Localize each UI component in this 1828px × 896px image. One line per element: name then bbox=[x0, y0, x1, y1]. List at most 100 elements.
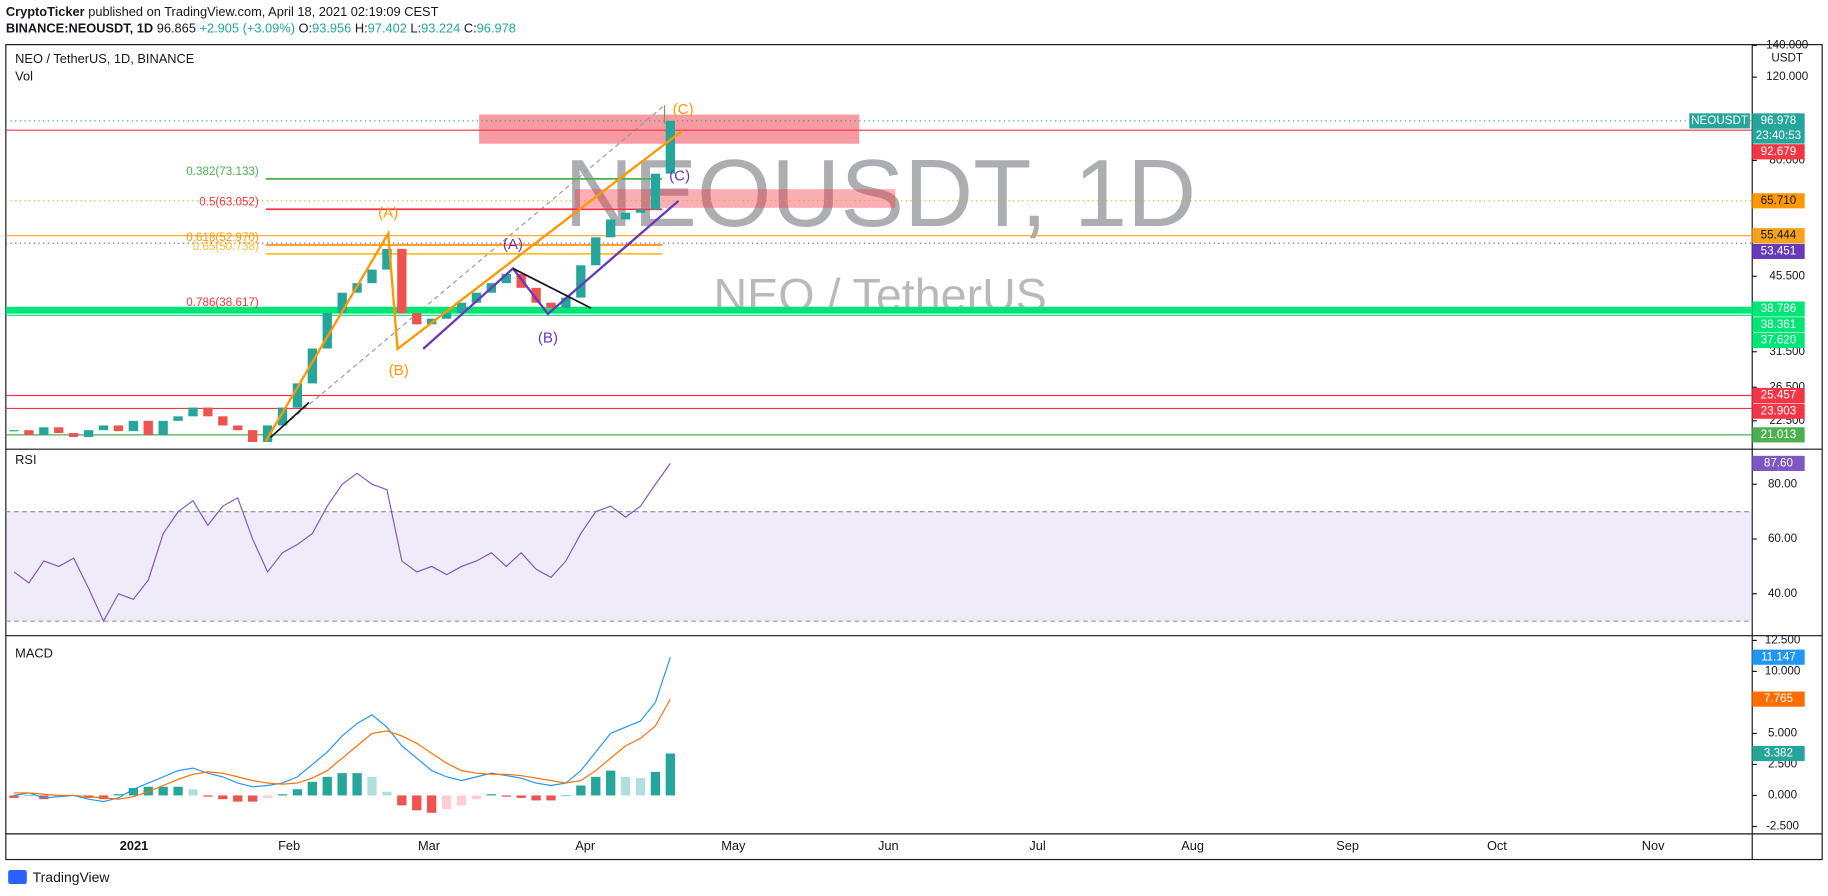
histogram-bar bbox=[9, 795, 19, 798]
candle bbox=[441, 313, 452, 319]
histogram-bar bbox=[546, 795, 556, 801]
candle bbox=[546, 302, 556, 308]
histogram-bar bbox=[307, 781, 317, 796]
macd-value-label: 3.382 bbox=[1764, 747, 1793, 760]
histogram-bar bbox=[367, 776, 377, 796]
x-tick-label: Sep bbox=[1336, 838, 1359, 853]
wave-label: (B) bbox=[538, 329, 558, 346]
candle bbox=[665, 120, 676, 174]
candle bbox=[39, 427, 49, 436]
price-label: 38.786 bbox=[1761, 302, 1797, 315]
candle bbox=[218, 416, 228, 426]
price-label: 55.444 bbox=[1761, 229, 1797, 242]
x-tick-label: Oct bbox=[1487, 838, 1507, 853]
candle bbox=[9, 430, 19, 432]
candle bbox=[471, 292, 482, 303]
x-tick-label: 2021 bbox=[120, 838, 149, 853]
histogram-bar bbox=[292, 789, 303, 796]
candle bbox=[83, 430, 94, 437]
macd-value-box bbox=[1752, 745, 1805, 762]
candle bbox=[203, 407, 213, 417]
price-label-box bbox=[1752, 387, 1805, 404]
candle bbox=[158, 420, 168, 436]
change: +2.905 (+3.09%) bbox=[200, 21, 295, 36]
y-tick-label: 0.000 bbox=[1768, 789, 1798, 802]
wave-line bbox=[422, 199, 680, 350]
symbol-tag: NEOUSDT bbox=[1691, 114, 1748, 127]
volume-label: Vol bbox=[15, 69, 33, 84]
histogram-bar bbox=[113, 794, 124, 796]
histogram-bar bbox=[650, 771, 661, 796]
footer: TradingView bbox=[8, 869, 110, 885]
symbol: BINANCE:NEOUSDT, 1D bbox=[6, 21, 153, 36]
candle bbox=[277, 407, 288, 426]
histogram-bar bbox=[158, 786, 168, 796]
histogram-bar bbox=[576, 785, 586, 796]
wave-label: (B) bbox=[389, 362, 409, 379]
candle bbox=[292, 383, 303, 408]
candle bbox=[98, 425, 109, 431]
low: 93.224 bbox=[421, 21, 460, 36]
macd-value-box bbox=[1752, 691, 1805, 707]
x-tick-label: Feb bbox=[278, 838, 300, 853]
histogram-bar bbox=[128, 787, 138, 796]
price-label-box bbox=[1752, 144, 1805, 160]
x-tick-label: May bbox=[721, 838, 746, 853]
price-label: 37.620 bbox=[1761, 334, 1797, 347]
x-tick-label: Mar bbox=[418, 838, 441, 853]
candle bbox=[576, 265, 586, 298]
histogram-bar bbox=[352, 773, 362, 796]
histogram-bar bbox=[218, 795, 228, 800]
histogram-bar bbox=[322, 776, 332, 796]
price-label-box bbox=[1752, 193, 1805, 209]
pane-title: MACD bbox=[15, 646, 53, 661]
histogram-bar bbox=[471, 795, 482, 800]
trend-line bbox=[265, 104, 665, 442]
fib-label: 0.5(63.052) bbox=[199, 195, 259, 208]
wave-label: (A) bbox=[503, 236, 523, 253]
author: CryptoTicker bbox=[6, 5, 85, 20]
candle bbox=[397, 248, 407, 314]
rsi-value-box bbox=[1752, 455, 1805, 471]
x-tick-label: Jul bbox=[1029, 838, 1045, 853]
wave-label: (C) bbox=[669, 167, 690, 184]
rsi-value-label: 87.60 bbox=[1764, 456, 1794, 469]
candle bbox=[591, 237, 601, 266]
logo bbox=[8, 870, 27, 885]
price-label: 25.457 bbox=[1761, 389, 1797, 402]
macd-value-label: 11.147 bbox=[1761, 650, 1796, 663]
price-pane bbox=[5, 104, 1753, 442]
y-tick-label: 140.000 bbox=[1766, 39, 1809, 52]
candle bbox=[606, 219, 616, 238]
macd-line bbox=[13, 656, 671, 803]
label: O: bbox=[299, 21, 313, 36]
y-tick-label: 80.00 bbox=[1768, 477, 1798, 490]
histogram-bar bbox=[665, 753, 676, 796]
y-tick-label: 120.000 bbox=[1766, 70, 1809, 83]
candle bbox=[382, 248, 392, 270]
candle bbox=[650, 173, 661, 210]
y-tick-label: 5.000 bbox=[1768, 727, 1798, 740]
currency: USDT bbox=[1771, 52, 1803, 65]
price-label-box bbox=[1752, 332, 1805, 349]
y-tick-label: 12.500 bbox=[1765, 633, 1801, 646]
wave-line bbox=[269, 401, 310, 439]
candle bbox=[531, 287, 541, 303]
drawings: (A) (B) (C) (A) (B) (C) 0.382(73.133) 0.5… bbox=[186, 101, 694, 442]
candle bbox=[561, 297, 571, 308]
y-tick-label: 45.500 bbox=[1769, 269, 1805, 282]
histogram-bar bbox=[188, 789, 198, 796]
close: 96.978 bbox=[477, 21, 516, 36]
price-label: 23.903 bbox=[1761, 404, 1797, 417]
price-label: 53.451 bbox=[1761, 244, 1797, 257]
histogram-bar bbox=[262, 795, 273, 798]
macd-value-box bbox=[1752, 649, 1805, 665]
histogram-bar bbox=[635, 778, 646, 796]
wave-line bbox=[512, 267, 592, 309]
header-line: BINANCE:NEOUSDT, 1D 96.865 +2.905 (+3.09… bbox=[6, 21, 516, 36]
histogram-bar bbox=[248, 795, 258, 802]
label: C: bbox=[464, 21, 477, 36]
price-label-box bbox=[1752, 113, 1805, 129]
label: H: bbox=[355, 21, 368, 36]
